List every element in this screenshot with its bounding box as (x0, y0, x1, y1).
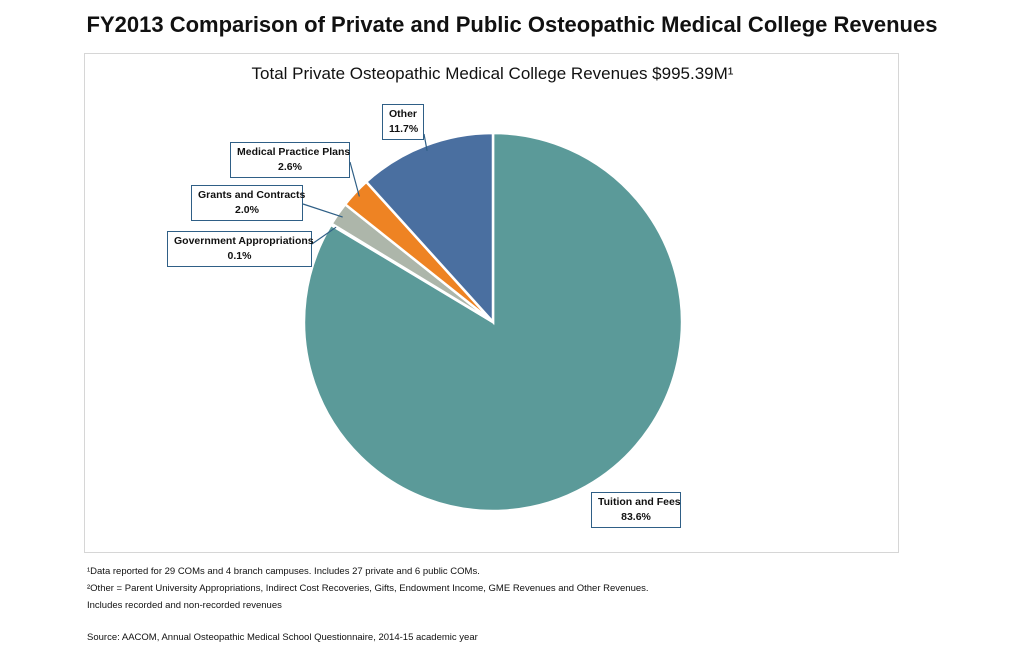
callout-grants-and-contracts: Grants and Contracts 2.0% (191, 185, 306, 221)
callout-label: Tuition and Fees (598, 496, 681, 508)
footnote-2: ²Other = Parent University Appropriation… (87, 583, 649, 594)
callout-value: 83.6% (621, 511, 651, 523)
page-title: FY2013 Comparison of Private and Public … (86, 12, 938, 37)
source-note: Source: AACOM, Annual Osteopathic Medica… (87, 632, 478, 643)
callout-tuition-and-fees: Tuition and Fees 83.6% (591, 492, 681, 528)
callout-value: 11.7% (389, 123, 419, 135)
footnote-3: Includes recorded and non-recorded reven… (87, 600, 282, 611)
leader-line (311, 226, 337, 245)
callout-medical-practice-plans: Medical Practice Plans 2.6% (230, 142, 350, 178)
slice-other (364, 131, 495, 326)
footnote-1: ¹Data reported for 29 COMs and 4 branch … (87, 566, 480, 577)
slice-tuition-and-fees (302, 131, 684, 513)
pie-slices (302, 131, 684, 513)
callout-other: Other 11.7% (382, 104, 424, 140)
leader-line (349, 161, 360, 197)
pie-chart (302, 131, 684, 513)
callout-label: Grants and Contracts (198, 189, 306, 201)
leader-line (423, 133, 428, 152)
chart-area: Total Private Osteopathic Medical Colleg… (84, 53, 899, 553)
callout-label: Government Appropriations (174, 235, 314, 247)
callout-government-appropriations: Government Appropriations 0.1% (167, 231, 314, 267)
leader-line (302, 203, 343, 218)
callout-value: 2.0% (235, 204, 259, 216)
callout-value: 2.6% (278, 161, 302, 173)
callout-label: Other (389, 108, 418, 120)
chart-title: Total Private Osteopathic Medical Colleg… (251, 64, 734, 83)
callout-label: Medical Practice Plans (237, 146, 351, 158)
leader-lines (302, 133, 428, 245)
callout-value: 0.1% (227, 250, 252, 262)
